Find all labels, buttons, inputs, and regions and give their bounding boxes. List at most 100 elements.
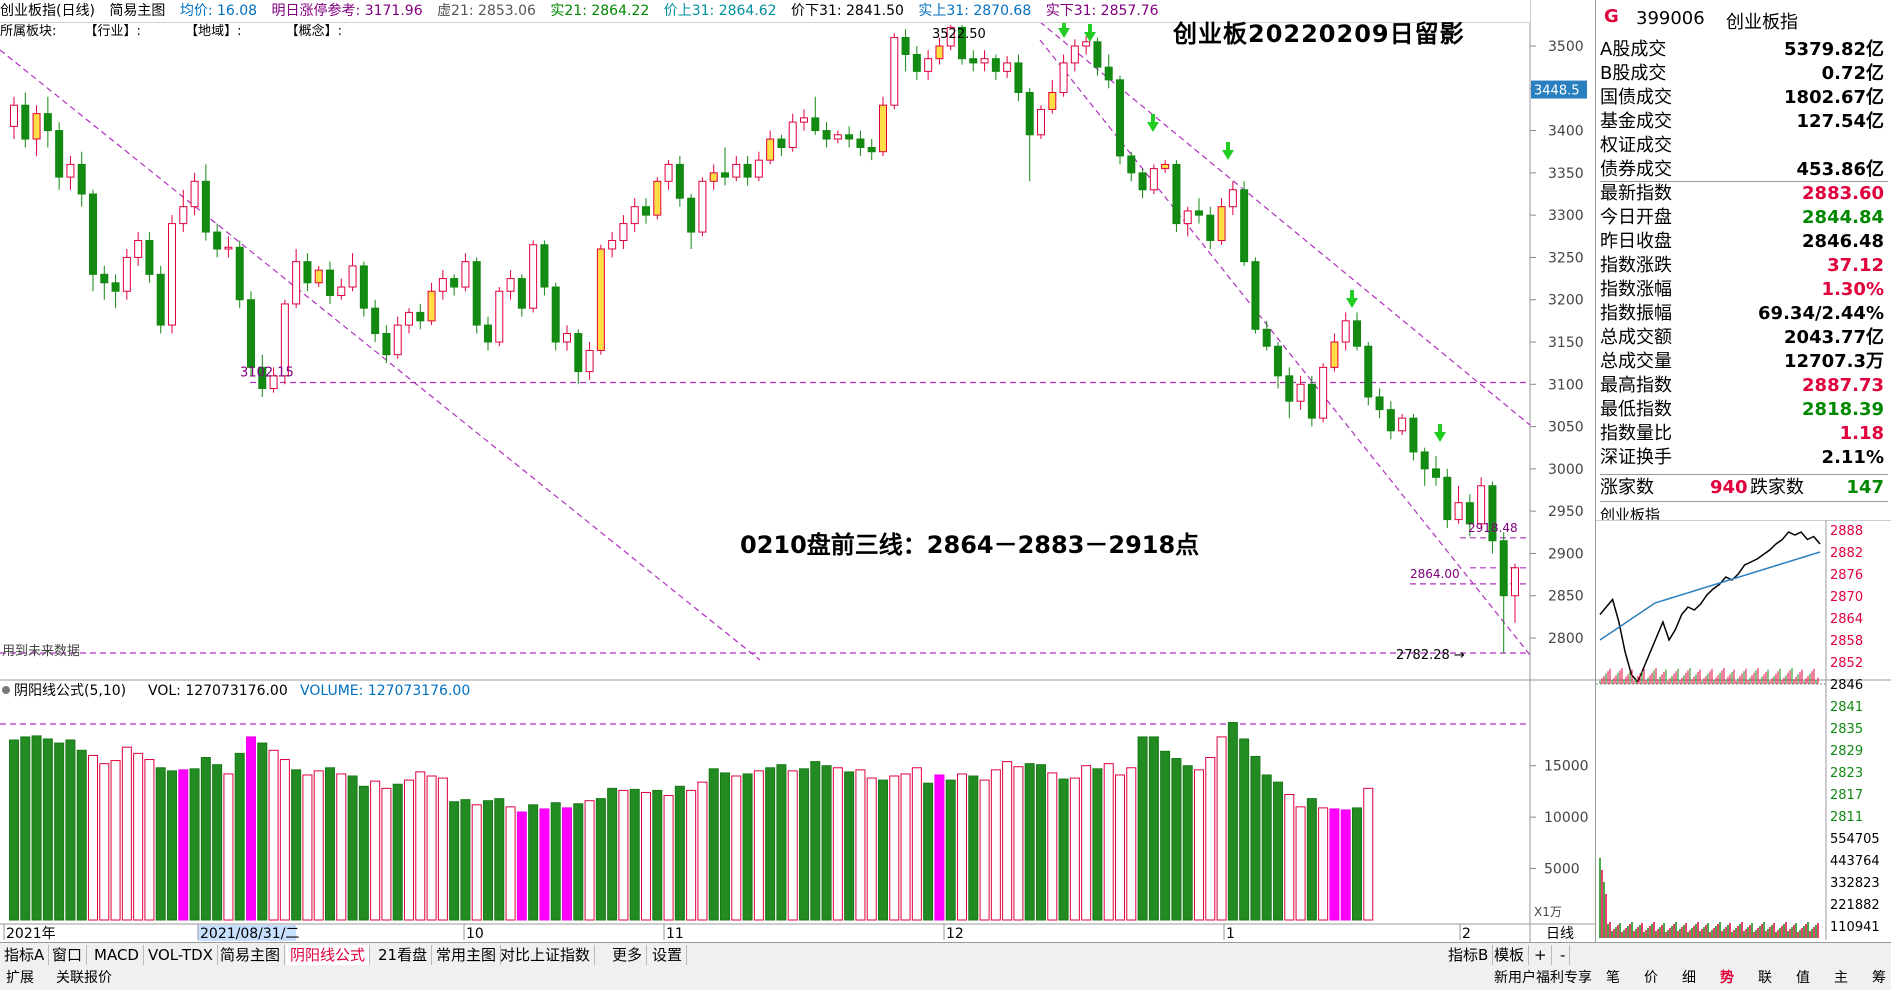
sector-industry[interactable]: 【行业】: bbox=[84, 24, 141, 39]
ma-item-0: 虚21: 2853.06 bbox=[437, 3, 536, 19]
candle-body bbox=[1048, 92, 1057, 110]
y-tick-label: 3500 bbox=[1548, 39, 1584, 55]
volume-bar bbox=[87, 754, 99, 921]
volume-bar bbox=[663, 795, 674, 921]
candle-body bbox=[1454, 502, 1463, 521]
view-selector[interactable]: 简易主图 bbox=[109, 3, 166, 19]
candle-body bbox=[653, 180, 662, 216]
panel-tab-5[interactable]: 值 bbox=[1796, 970, 1810, 986]
right-tab-2[interactable]: + bbox=[1530, 945, 1552, 965]
candle-body bbox=[980, 58, 989, 64]
candle-body bbox=[1499, 540, 1508, 597]
candle-body bbox=[66, 163, 75, 178]
sector-bar: 所属板块: 【行业】: 【地域】: 【概念】: bbox=[0, 22, 1530, 42]
candle-body bbox=[1138, 172, 1147, 191]
candle-body bbox=[517, 278, 526, 309]
volume-bar bbox=[1148, 736, 1159, 921]
volume-bar bbox=[821, 765, 832, 921]
candle-body bbox=[179, 206, 188, 225]
volume-bar bbox=[1024, 763, 1035, 921]
g-label: G bbox=[1604, 6, 1619, 27]
y-tick-label: 3250 bbox=[1548, 250, 1584, 266]
volume-bar bbox=[640, 791, 652, 921]
main-chart[interactable]: 2800 2850 2900 2950 3000 3050 3100 3150 3200 3250… bbox=[0, 0, 1595, 942]
volume-bar bbox=[674, 785, 685, 921]
right-tab-0[interactable]: 指标B bbox=[1444, 945, 1494, 965]
mini-price-tick: 2864 bbox=[1830, 612, 1863, 627]
right-tab-3[interactable]: - bbox=[1556, 945, 1571, 965]
candle-body bbox=[833, 134, 842, 140]
candle-body bbox=[529, 244, 538, 309]
volume-bar bbox=[403, 779, 415, 921]
candle-body bbox=[969, 58, 978, 64]
candle-body bbox=[77, 163, 86, 195]
toolbar-tab-4[interactable]: 简易主图 bbox=[216, 945, 286, 965]
intraday-chart[interactable]: 2888 2882 2876 2870 2864 2858 2852 2846 2841 2835… bbox=[1596, 520, 1891, 940]
extend-tab-1[interactable]: 关联报价 bbox=[56, 970, 112, 986]
toolbar-tab-8[interactable]: 对比上证指数 bbox=[496, 945, 596, 965]
candle-body bbox=[766, 138, 775, 161]
volume-bar bbox=[110, 760, 121, 921]
quote-row: 昨日收盘 2846.48 bbox=[1600, 230, 1888, 254]
toolbar-tab-2[interactable]: MACD bbox=[90, 945, 144, 965]
candle-body bbox=[1375, 396, 1384, 411]
candle-body bbox=[1353, 320, 1361, 347]
sector-region[interactable]: 【地域】: bbox=[185, 24, 242, 39]
candle-body bbox=[1398, 417, 1407, 432]
volume-bar bbox=[1126, 767, 1137, 921]
toolbar-tab-5[interactable]: 阴阳线公式 bbox=[286, 945, 371, 965]
toolbar-tab-1[interactable]: 窗口 bbox=[48, 945, 88, 965]
panel-tab-6[interactable]: 主 bbox=[1834, 970, 1848, 986]
candle-body bbox=[1059, 62, 1068, 94]
status-promo[interactable]: 新用户福利专享 bbox=[1494, 970, 1592, 986]
candle-body bbox=[111, 282, 120, 292]
candle-body bbox=[1364, 345, 1373, 398]
toolbar-tab-3[interactable]: VOL-TDX bbox=[144, 945, 218, 965]
panel-tab-3[interactable]: 势 bbox=[1720, 970, 1734, 986]
panel-tab-2[interactable]: 细 bbox=[1682, 970, 1696, 986]
panel-tab-0[interactable]: 笔 bbox=[1606, 970, 1620, 986]
candle-body bbox=[303, 261, 312, 284]
up-value: 940 bbox=[1710, 477, 1748, 498]
volume-bar bbox=[471, 804, 482, 921]
panel-tab-4[interactable]: 联 bbox=[1758, 970, 1772, 986]
candle-body bbox=[1037, 108, 1045, 136]
candle-body bbox=[845, 134, 854, 140]
quote-label: B股成交 bbox=[1600, 63, 1667, 84]
quote-label: 最高指数 bbox=[1600, 375, 1672, 396]
candle-body bbox=[1409, 417, 1418, 453]
candle-body bbox=[235, 246, 244, 301]
panel-tab-1[interactable]: 价 bbox=[1644, 970, 1658, 986]
candle-body bbox=[1432, 468, 1440, 478]
candle-body bbox=[1161, 163, 1170, 170]
extend-tab-0[interactable]: 扩展 bbox=[6, 970, 34, 986]
volume-bar bbox=[1239, 738, 1250, 921]
quote-label: 最低指数 bbox=[1600, 399, 1672, 420]
volume-bar bbox=[347, 775, 358, 921]
volume-bar bbox=[855, 769, 866, 921]
volume-bar bbox=[302, 774, 313, 921]
candle-body bbox=[280, 303, 289, 377]
toolbar-tab-10[interactable]: 设置 bbox=[648, 945, 688, 965]
volume-bar bbox=[1306, 798, 1317, 921]
panel-tab-7[interactable]: 筹 bbox=[1872, 970, 1886, 986]
toolbar-tab-7[interactable]: 常用主图 bbox=[432, 945, 502, 965]
toolbar-tab-0[interactable]: 指标A bbox=[0, 945, 50, 965]
volume-bar bbox=[437, 777, 448, 921]
volume-bar bbox=[584, 800, 595, 921]
candle-body bbox=[754, 159, 763, 178]
x-tick-label: 11 bbox=[666, 926, 684, 942]
candle-body bbox=[912, 53, 921, 72]
toolbar-tab-9[interactable]: 更多 bbox=[608, 945, 648, 965]
toolbar-tab-6[interactable]: 21看盘 bbox=[374, 945, 433, 965]
candle-body bbox=[484, 324, 492, 343]
low-label: 2782.28 → bbox=[1396, 648, 1465, 663]
candle-body bbox=[608, 240, 617, 250]
sector-concept[interactable]: 【概念】: bbox=[285, 24, 342, 39]
right-tab-1[interactable]: 模板 bbox=[1490, 945, 1530, 965]
volume-bar bbox=[415, 771, 426, 921]
future-data-label: 用到未来数据 bbox=[2, 644, 80, 659]
quote-label: 昨日收盘 bbox=[1600, 231, 1672, 252]
y-tick-label: 3100 bbox=[1548, 377, 1584, 393]
volume-volume: VOLUME: 127073176.00 bbox=[300, 683, 470, 699]
